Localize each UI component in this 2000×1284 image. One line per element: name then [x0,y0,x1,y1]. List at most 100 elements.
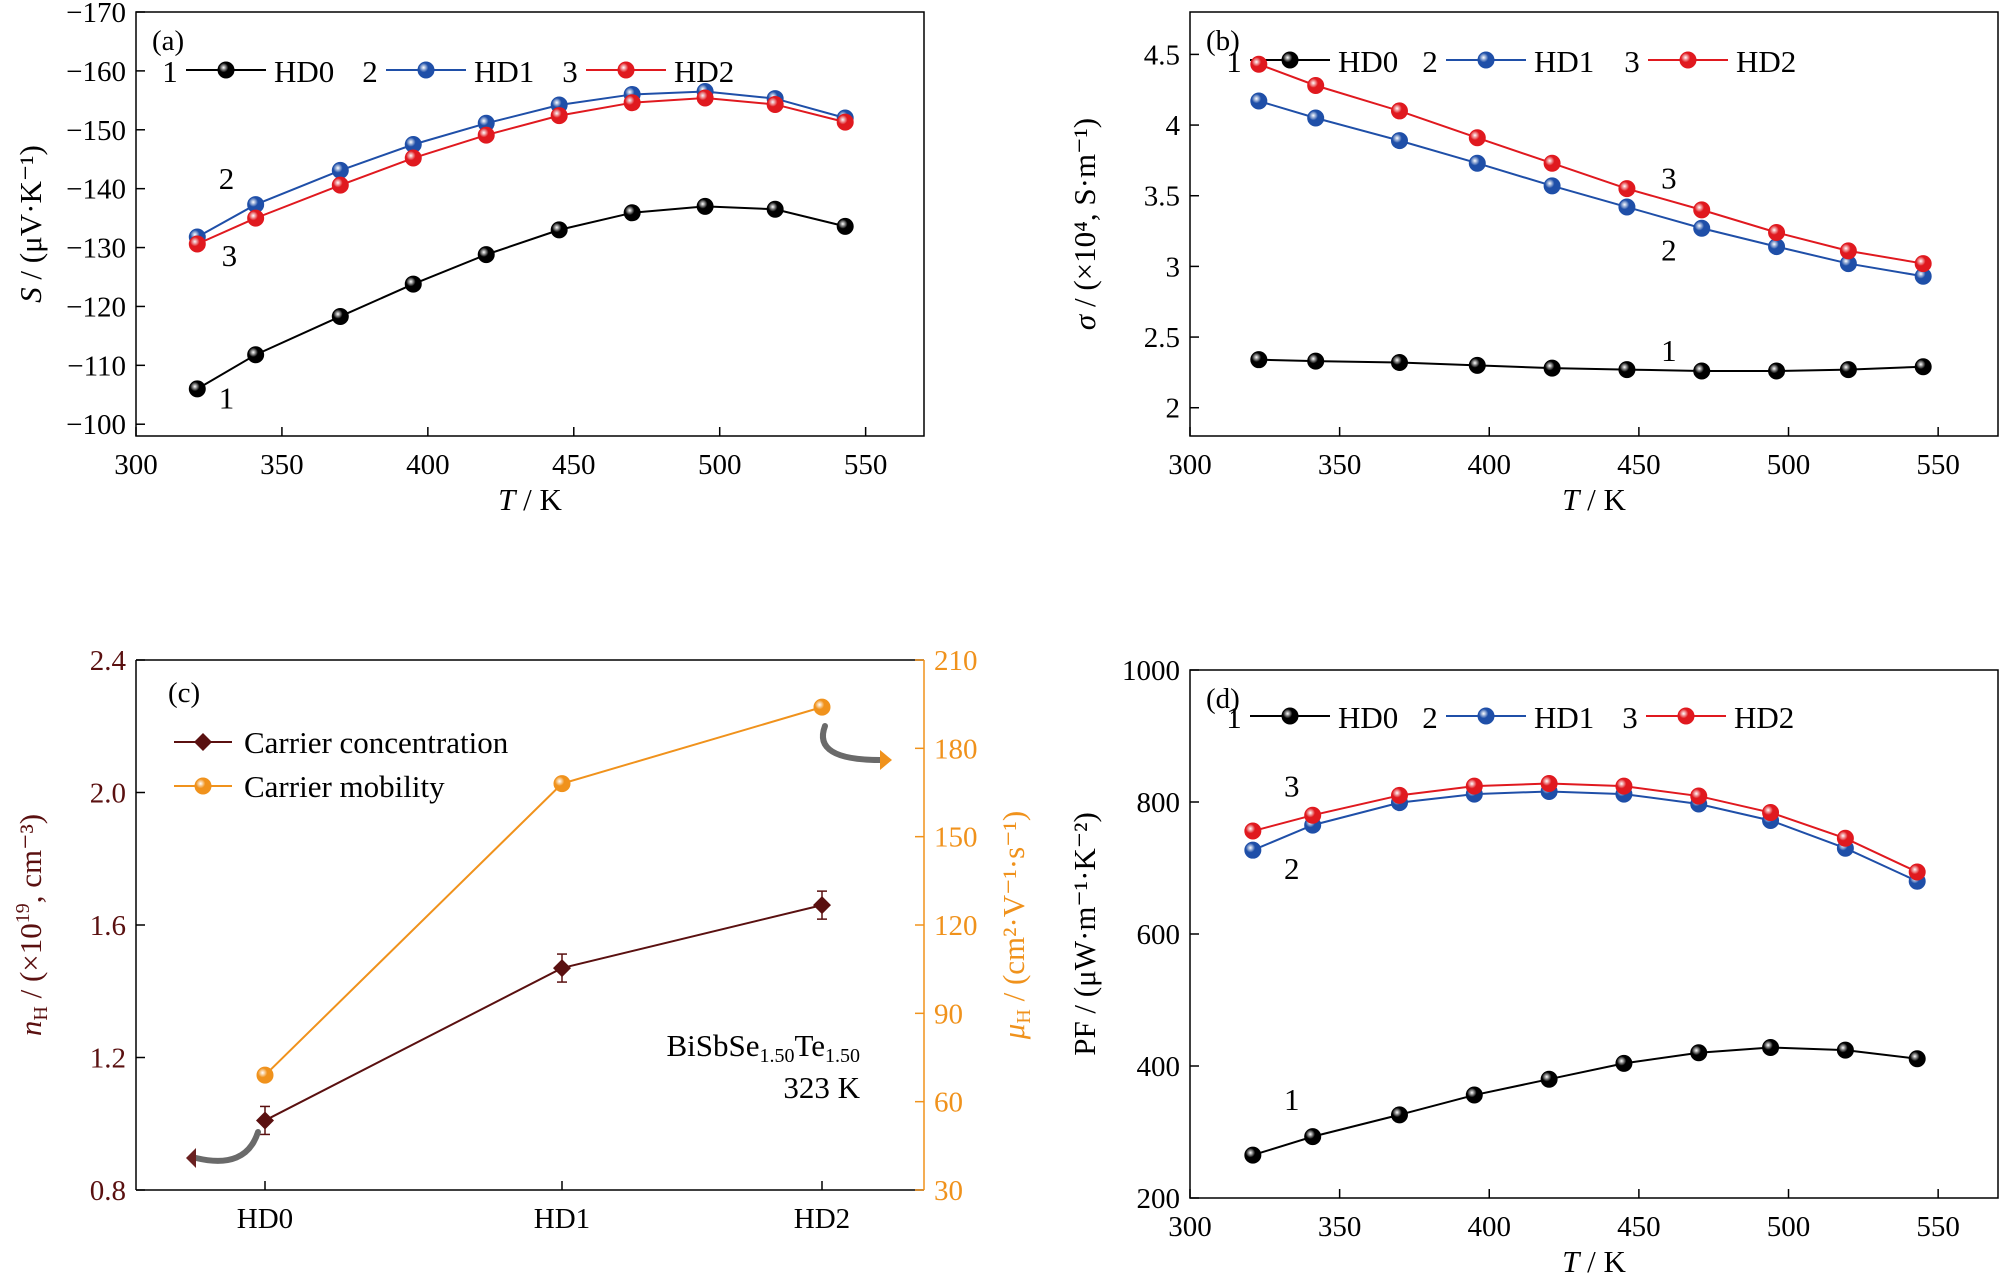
legend-label: HD1 [1534,44,1594,79]
panel-label: (b) [1206,25,1240,57]
legend-number: 3 [562,54,578,89]
x-tick-label: 350 [260,449,304,481]
y-tick-label: 800 [1137,787,1181,819]
data-point [1618,180,1636,198]
x-tick-label: 500 [1767,1211,1811,1243]
data-point [247,346,265,364]
data-point [1390,786,1408,804]
y2-tick-label: 120 [934,910,978,942]
plot-frame [1189,11,1999,437]
y2-axis-label: μH / (cm²·V⁻¹·s⁻¹) [996,811,1035,1040]
data-point [1693,362,1711,380]
panel-label: (a) [152,25,184,57]
series-line-HD0 [1252,1046,1918,1157]
data-point [1836,1041,1854,1059]
y-tick-label: 1.2 [90,1043,126,1075]
data-point [1390,102,1408,120]
legend-marker [1477,51,1495,69]
data-point [1390,1106,1408,1124]
data-point [1836,829,1854,847]
data-point [1390,132,1408,150]
legend-label: HD1 [1534,700,1594,735]
legend-label: Carrier mobility [244,769,445,804]
curve-label: 1 [1284,1082,1300,1117]
y-tick-label: −100 [66,409,126,441]
data-point [1690,787,1708,805]
panel-2: 0.8 1.2 1.6 2.0 2.4 30 60 90 120 150 180 210 HD0 HD1 H… [12,645,1035,1235]
x-tick-label: 550 [1916,449,1960,481]
data-point [1693,201,1711,219]
y-tick-label: 600 [1137,919,1181,951]
legend-number: 1 [1226,700,1242,735]
y-tick-label: 400 [1137,1051,1181,1083]
y-tick-label: −110 [67,350,126,382]
x-axis-label: T / K [498,482,562,517]
x-tick-label: 300 [1168,1211,1212,1243]
data-point [247,209,265,227]
x-tick-label: 500 [698,449,742,481]
x-axis-label: T / K [1562,482,1626,517]
series-line-mobility [264,706,823,1076]
x-tick-label: 450 [1617,449,1661,481]
data-point [1618,361,1636,379]
data-point [1908,863,1926,881]
y-tick-label: −120 [66,291,126,323]
legend-marker [1477,707,1495,725]
panel-label: (c) [168,677,200,709]
legend-number: 1 [1226,44,1242,79]
data-point [696,89,714,107]
legend-marker [617,61,635,79]
data-point [477,126,495,144]
data-point [188,380,206,398]
legend-label: HD2 [1736,44,1796,79]
data-point [1693,219,1711,237]
data-point [331,161,349,179]
data-point [836,113,854,131]
data-point [1543,154,1561,172]
legend-marker [1679,51,1697,69]
data-point [766,200,784,218]
data-point [1768,362,1786,380]
data-point [1468,154,1486,172]
data-point [1468,129,1486,147]
curve-label: 1 [1661,333,1677,368]
data-point [1839,242,1857,260]
y-tick-label: 2 [1166,393,1181,425]
data-point [1244,841,1262,859]
data-point [1468,356,1486,374]
legend-marker [194,777,212,795]
data-point [256,1066,274,1084]
legend-marker [1281,51,1299,69]
data-point [331,307,349,325]
y-tick-label: −160 [66,56,126,88]
data-point [1540,775,1558,793]
panel-3: 300 350 400 450 500 550 200 400 600 800 1000 T / K P… [1067,655,1999,1279]
data-point [1768,223,1786,241]
legend-marker [217,61,235,79]
y2-tick-label: 180 [934,733,978,765]
curved-arrow-icon [820,723,883,763]
data-point [331,176,349,194]
series-line-HD2 [1258,63,1924,265]
y-tick-label: 2.4 [90,645,127,677]
x-tick-label: 400 [1468,449,1512,481]
data-point [1244,822,1262,840]
legend-number: 3 [1622,700,1638,735]
data-point [1908,1050,1926,1068]
legend-label: HD2 [1734,700,1794,735]
material-annotation: BiSbSe1.50Te1.50 [666,1028,860,1067]
data-point [1250,55,1268,73]
temperature-annotation: 323 K [783,1070,860,1105]
legend-label: Carrier concentration [244,725,509,760]
legend-label: HD2 [674,54,734,89]
data-point [766,95,784,113]
y-tick-label: 2.0 [90,778,126,810]
x-tick-label: HD1 [534,1203,590,1235]
y2-tick-label: 90 [934,998,963,1030]
data-point [404,149,422,167]
data-point [1540,1070,1558,1088]
legend-number: 2 [362,54,378,89]
data-point [1307,76,1325,94]
y2-tick-label: 30 [934,1175,963,1207]
y-tick-label: −150 [66,115,126,147]
